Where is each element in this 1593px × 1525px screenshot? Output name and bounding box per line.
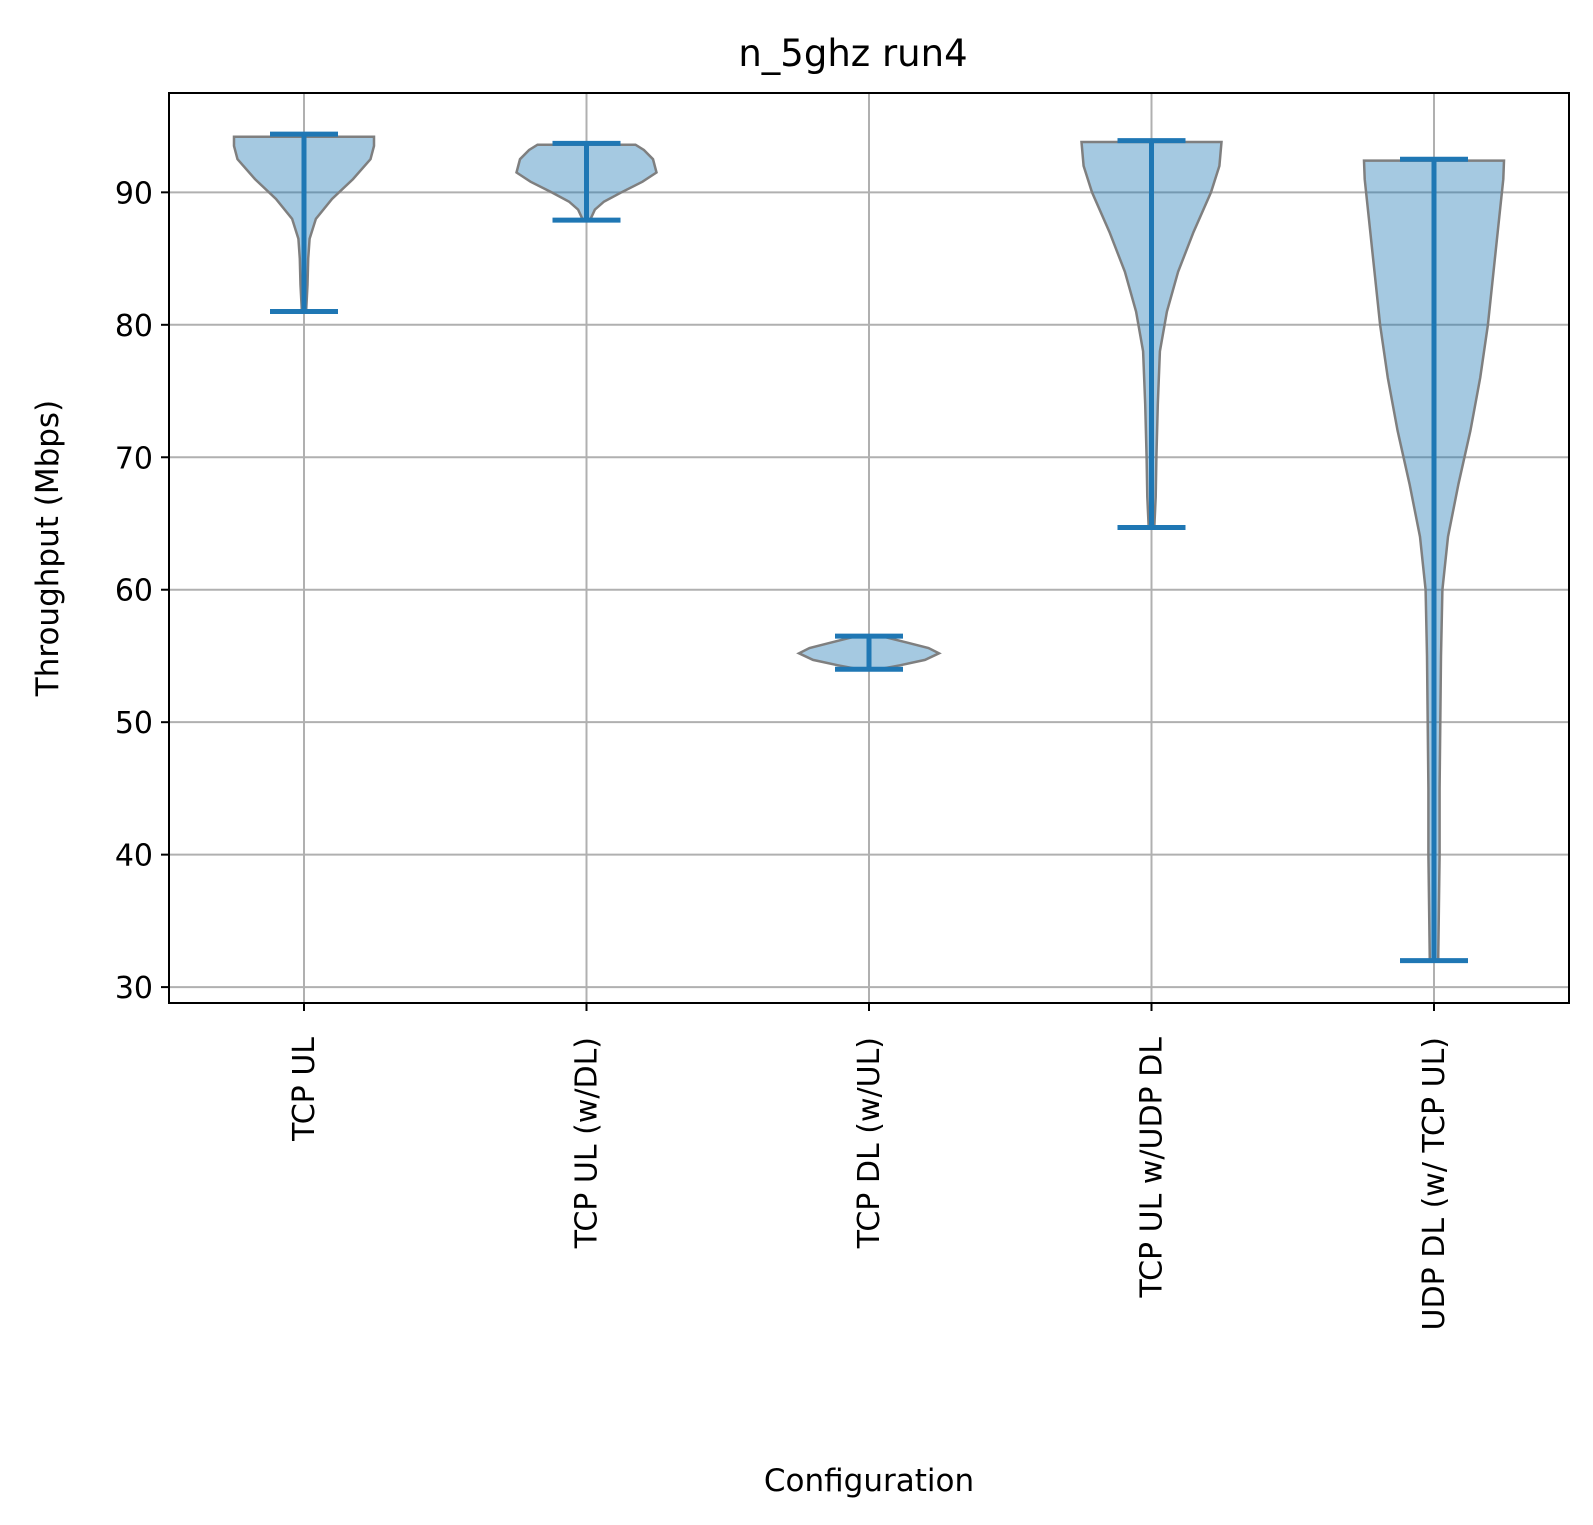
grid-layer	[169, 93, 1569, 1003]
y-tick-label: 50	[115, 706, 153, 741]
axis-layer: 30 40 50 60 70 80 90 TCP UL TCP UL (w/DL) TCP DL …	[115, 176, 1452, 1330]
violin-layer	[232, 131, 1506, 964]
y-tick-label: 80	[115, 309, 153, 344]
y-tick-label: 60	[115, 574, 153, 609]
x-tick-label: UDP DL (w/ TCP UL)	[1417, 1037, 1452, 1330]
y-axis-label: Throughput (Mbps)	[30, 400, 66, 697]
y-tick-label: 70	[115, 441, 153, 476]
y-tick-label: 40	[115, 839, 153, 874]
x-axis-label: Configuration	[764, 1463, 974, 1499]
x-tick-label: TCP UL (w/DL)	[570, 1037, 605, 1249]
y-tick-label: 30	[115, 971, 153, 1006]
y-tick-label: 90	[115, 176, 153, 211]
chart-title: n_5ghz run4	[738, 32, 967, 75]
x-tick-label: TCP UL	[287, 1037, 322, 1142]
x-tick-label: TCP UL w/UDP DL	[1135, 1037, 1170, 1299]
x-tick-label: TCP DL (w/UL)	[852, 1037, 887, 1249]
